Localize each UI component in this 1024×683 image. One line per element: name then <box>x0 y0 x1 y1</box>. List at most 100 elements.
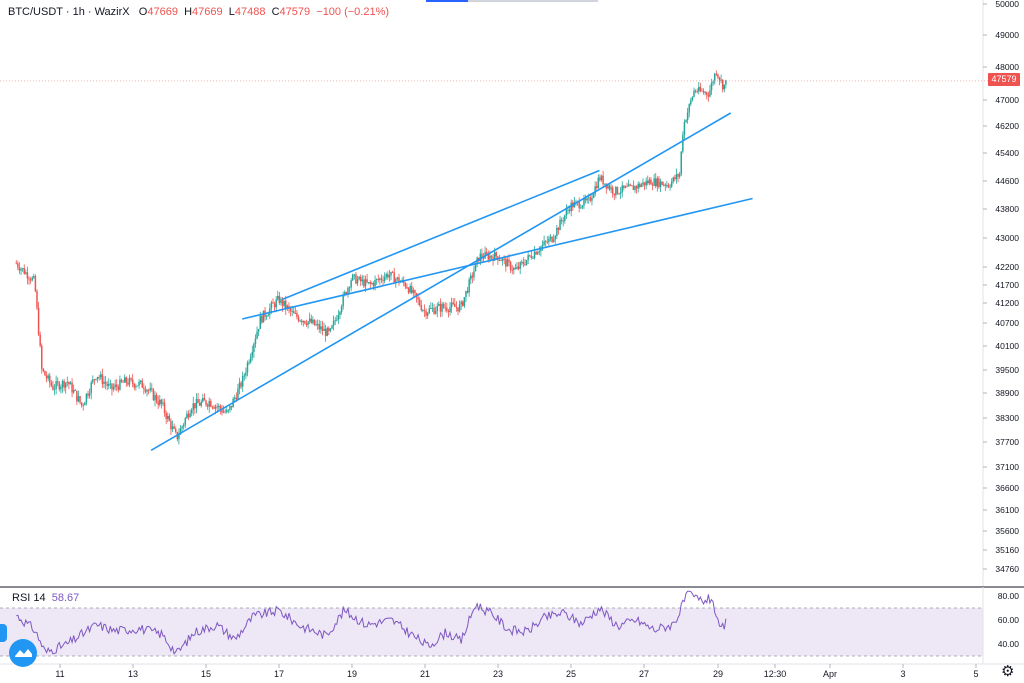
candle <box>611 185 614 198</box>
candle-body <box>58 382 61 390</box>
candle <box>351 273 354 282</box>
candle <box>312 316 314 325</box>
toolbar-indicator-track <box>426 0 598 2</box>
candle-body <box>240 382 242 387</box>
price-tick-label: 40700 <box>995 318 1019 328</box>
candle <box>221 405 223 416</box>
time-tick-label: 27 <box>639 669 649 679</box>
candle <box>530 250 533 260</box>
candle <box>694 89 697 94</box>
candle-body <box>318 324 321 330</box>
candle-body <box>554 235 557 240</box>
candle <box>667 183 670 189</box>
channel-line[interactable] <box>282 169 600 301</box>
candle-body <box>669 186 671 188</box>
candle-body <box>567 209 569 211</box>
candle-body <box>592 194 595 198</box>
channel-line[interactable] <box>150 112 732 452</box>
price-tick-label: 35600 <box>995 526 1019 536</box>
candle-body <box>588 197 590 199</box>
candle <box>249 353 252 364</box>
candle-body <box>332 320 335 326</box>
candle-body <box>174 428 177 432</box>
candle <box>141 378 143 388</box>
candle <box>528 254 531 258</box>
candle-body <box>243 375 246 377</box>
candle <box>476 256 478 268</box>
candle <box>353 273 356 280</box>
candle <box>597 174 600 189</box>
candle-body <box>146 390 148 392</box>
candle <box>656 176 659 192</box>
candle <box>101 368 104 388</box>
price-tick-label: 35160 <box>995 545 1019 555</box>
candle-body <box>519 262 521 269</box>
candle <box>688 103 690 118</box>
candle <box>299 319 301 322</box>
candle-body <box>291 311 293 312</box>
candle-body <box>355 274 357 284</box>
candle <box>481 248 483 262</box>
candle-body <box>353 274 356 276</box>
candle <box>603 183 606 186</box>
candle-body <box>544 241 547 243</box>
candle <box>61 379 64 393</box>
candle-body <box>227 409 230 411</box>
candle-body <box>580 207 582 209</box>
candle <box>615 186 617 199</box>
candle <box>415 292 418 303</box>
candle <box>549 234 552 242</box>
open-value: 47669 <box>147 6 178 18</box>
candle-body <box>549 236 552 239</box>
candle <box>246 360 249 377</box>
gear-icon[interactable]: ⚙ <box>1001 663 1015 680</box>
candle <box>651 182 654 191</box>
candle-body <box>307 321 309 325</box>
candle-body <box>133 383 136 388</box>
candle <box>685 119 687 123</box>
candle <box>211 405 214 410</box>
candle-body <box>468 279 470 293</box>
candle-body <box>449 307 451 313</box>
candle-body <box>162 402 164 404</box>
candle-body <box>248 362 250 364</box>
candle <box>103 376 105 389</box>
candle-body <box>36 291 38 308</box>
candle-body <box>329 328 332 332</box>
rsi-tick-label: 60.00 <box>998 615 1020 625</box>
candle <box>375 278 378 285</box>
candle <box>58 380 61 392</box>
candle-body <box>21 268 24 270</box>
candle-body <box>277 295 279 300</box>
candle-body <box>436 305 439 312</box>
channel-line[interactable] <box>242 197 753 320</box>
candle-body <box>662 184 665 186</box>
candle <box>76 390 78 406</box>
candle <box>272 298 274 304</box>
collapse-tab[interactable] <box>0 624 7 642</box>
candle-body <box>101 374 104 384</box>
tradingview-logo-icon[interactable] <box>9 639 37 667</box>
candle <box>23 264 25 275</box>
candle-body <box>356 279 359 284</box>
candle-body <box>257 328 260 332</box>
candle-body <box>374 279 376 287</box>
candle-body <box>230 405 233 408</box>
candle-body <box>532 257 534 259</box>
candle <box>387 271 389 280</box>
price-tick-label: 34760 <box>995 564 1019 574</box>
candle-body <box>321 326 324 331</box>
candle-body <box>214 406 217 409</box>
candle <box>516 262 518 270</box>
candle-body <box>50 382 53 386</box>
candle <box>712 79 714 86</box>
rsi-legend[interactable]: RSI 14 58.67 <box>12 592 79 604</box>
candle <box>74 388 77 392</box>
candle <box>463 296 466 309</box>
candle <box>698 81 700 95</box>
candle-body <box>645 180 647 186</box>
candle <box>79 395 81 405</box>
symbol-label[interactable]: BTC/USDT · 1h · WazirX <box>8 6 130 18</box>
candle-body <box>691 96 694 101</box>
